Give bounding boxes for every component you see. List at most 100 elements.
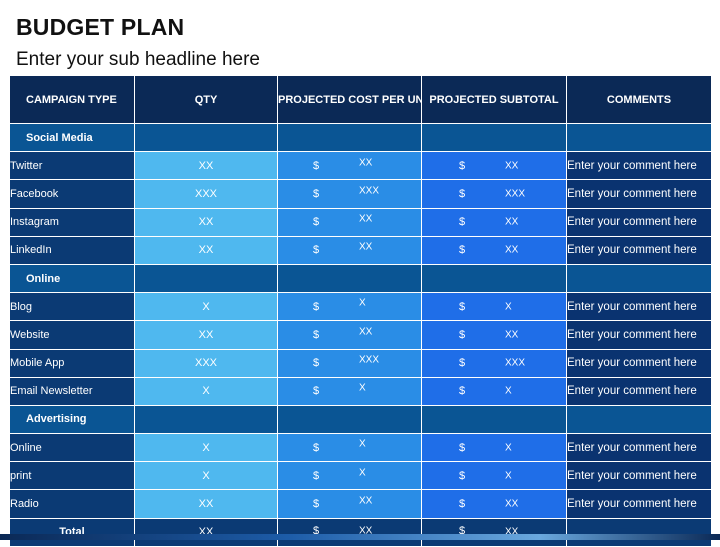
cost-cell: $ XXX [277,348,422,378]
table-body: Social Media Twitter XX $ XX $ XX Enter your co… [9,122,712,547]
comment-cell: Enter your comment here [566,348,712,378]
subtotal-cell: $ XX [421,207,567,237]
comment-cell: Enter your comment here [566,433,712,463]
budget-table: CAMPAIGN TYPE QTY PROJECTED COST PER UNI… [9,75,712,547]
header-projected-subtotal: PROJECTED SUBTOTAL [421,75,567,124]
qty-cell: XX [134,151,278,181]
group-label: Social Media [9,122,135,153]
currency-symbol: $ [313,357,320,370]
qty-cell: X [134,376,278,406]
comment-cell: Enter your comment here [566,320,712,350]
group-empty-cell [134,122,278,153]
qty-cell: XX [134,489,278,519]
header-campaign-type: CAMPAIGN TYPE [9,75,135,124]
currency-symbol: $ [459,300,466,313]
qty-cell: X [134,433,278,463]
cost-cell: $ X [277,461,422,491]
subtotal-cell: $ X [421,461,567,491]
cost-cell: $ XX [277,235,422,265]
group-empty-cell [566,122,712,153]
currency-symbol: $ [459,328,466,341]
currency-symbol: $ [313,216,320,229]
header-comments: COMMENTS [566,75,712,124]
qty-cell: XXX [134,179,278,209]
subtotal-cell-value: X [505,385,512,397]
comment-cell: Enter your comment here [566,151,712,181]
cost-cell-value: X [359,467,366,479]
cost-cell-value: XXX [359,185,380,197]
currency-symbol: $ [313,469,320,482]
group-empty-cell [421,122,567,153]
subtotal-cell: $ XX [421,151,567,181]
cost-cell: $ X [277,433,422,463]
cost-cell-value: XXX [359,354,380,366]
cost-cell-value: XX [359,157,373,169]
table-row: LinkedIn XX $ XX $ XX Enter your comment here [9,235,712,265]
table-row: Website XX $ XX $ XX Enter your comment here [9,320,712,350]
subtotal-cell-value: XX [505,160,519,172]
currency-symbol: $ [313,328,320,341]
currency-symbol: $ [459,244,466,257]
cost-cell: $ XX [277,207,422,237]
comment-cell: Enter your comment here [566,376,712,406]
cost-cell-value: X [359,438,366,450]
subtotal-cell: $ X [421,433,567,463]
slide-title: BUDGET PLAN [16,14,185,40]
table-row: Twitter XX $ XX $ XX Enter your comment here [9,151,712,181]
subtotal-cell-value: XX [505,216,519,228]
currency-symbol: $ [313,159,320,172]
campaign-name: print [9,461,135,491]
campaign-name: Email Newsletter [9,376,135,406]
campaign-name: Blog [9,292,135,322]
subtotal-cell-value: XX [505,329,519,341]
table-row: Radio XX $ XX $ XX Enter your comment here [9,489,712,519]
subtotal-cell-value: XX [505,498,519,510]
currency-symbol: $ [313,524,320,537]
qty-cell: X [134,461,278,491]
cost-cell-value: XX [359,495,373,507]
qty-cell: XX [134,207,278,237]
subtotal-cell: $ X [421,292,567,322]
comment-cell: Enter your comment here [566,489,712,519]
comment-cell: Enter your comment here [566,292,712,322]
group-empty-cell [421,263,567,294]
cost-cell-value: X [359,297,366,309]
total-comment-empty [566,517,712,547]
subtotal-cell-value: X [505,301,512,313]
currency-symbol: $ [459,441,466,454]
subtotal-cell: $ X [421,376,567,406]
table-row: Facebook XXX $ XXX $ XXX Enter your comment he… [9,179,712,209]
currency-symbol: $ [459,469,466,482]
currency-symbol: $ [459,524,466,537]
currency-symbol: $ [459,498,466,511]
campaign-name: LinkedIn [9,235,135,265]
group-empty-cell [277,263,422,294]
group-row: Social Media [9,122,712,153]
currency-symbol: $ [313,244,320,257]
table-row: Online X $ X $ X Enter your comment here [9,433,712,463]
campaign-name: Online [9,433,135,463]
group-empty-cell [566,404,712,435]
qty-cell: XXX [134,348,278,378]
campaign-name: Instagram [9,207,135,237]
campaign-name: Radio [9,489,135,519]
comment-cell: Enter your comment here [566,207,712,237]
group-empty-cell [277,404,422,435]
subtotal-cell-value: X [505,470,512,482]
cost-cell: $ XX [277,151,422,181]
cost-cell-value: XX [359,326,373,338]
group-empty-cell [566,263,712,294]
group-row: Advertising [9,404,712,435]
total-cost: $ XX [277,517,422,547]
currency-symbol: $ [313,498,320,511]
subtotal-cell-value: XXX [505,188,526,200]
table-row: Blog X $ X $ X Enter your comment here [9,292,712,322]
subtotal-cell: $ XXX [421,348,567,378]
group-empty-cell [134,263,278,294]
subtotal-cell: $ XX [421,489,567,519]
qty-cell: X [134,292,278,322]
subtotal-cell-value: X [505,442,512,454]
cost-cell: $ X [277,292,422,322]
group-label: Online [9,263,135,294]
group-empty-cell [277,122,422,153]
